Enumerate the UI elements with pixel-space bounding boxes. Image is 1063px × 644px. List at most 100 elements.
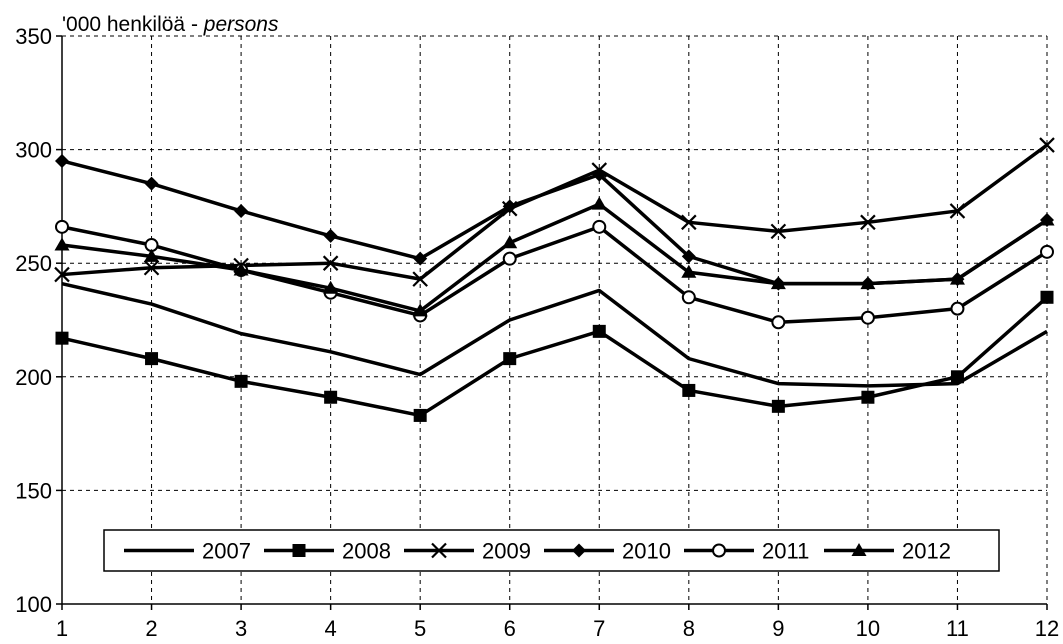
data-point-2009-10 bbox=[860, 214, 876, 231]
data-point-2009-8 bbox=[681, 214, 697, 231]
y-tick-label-200: 200 bbox=[15, 365, 52, 390]
data-point-2012-10 bbox=[860, 276, 876, 290]
data-point-2011-1 bbox=[55, 219, 69, 234]
series-line-2011 bbox=[61, 225, 1048, 325]
data-point-2012-12 bbox=[1039, 212, 1055, 226]
data-point-2008-7 bbox=[592, 324, 606, 338]
data-point-2009-2 bbox=[143, 259, 160, 276]
legend-marker-2010 bbox=[572, 543, 586, 558]
data-point-2010-8 bbox=[681, 249, 696, 264]
data-point-2012-4 bbox=[323, 280, 339, 294]
data-point-2008-9 bbox=[771, 399, 785, 413]
data-point-2012-11 bbox=[949, 271, 965, 285]
y-tick-label-100: 100 bbox=[15, 592, 52, 617]
data-point-2011-12 bbox=[1040, 244, 1054, 259]
x-axis-tick-labels: 1 2 3 4 5 6 7 8 9 10 11 12 bbox=[56, 616, 1059, 641]
legend-label-2009: 2009 bbox=[482, 539, 531, 564]
y-tick-label-300: 300 bbox=[15, 138, 52, 163]
data-point-2008-3 bbox=[234, 374, 248, 388]
data-point-2011-7 bbox=[592, 219, 607, 234]
x-tick-label-10: 10 bbox=[856, 616, 880, 641]
data-point-2011-9 bbox=[771, 315, 786, 330]
series-group bbox=[54, 137, 1055, 422]
data-point-2008-2 bbox=[145, 352, 159, 366]
x-tick-label-7: 7 bbox=[593, 616, 605, 641]
data-point-2012-1 bbox=[54, 237, 70, 251]
legend-label-2011: 2011 bbox=[762, 539, 809, 564]
y-tick-label-250: 250 bbox=[15, 251, 52, 276]
series-line-2007 bbox=[61, 281, 1048, 388]
legend-marker-2008 bbox=[292, 544, 306, 557]
y-tick-label-350: 350 bbox=[15, 24, 52, 49]
data-point-2012-6 bbox=[502, 235, 518, 249]
data-point-2010-1 bbox=[55, 153, 69, 168]
legend-item-2009: 2009 bbox=[404, 539, 531, 564]
data-point-2010-6 bbox=[502, 199, 517, 214]
unit-label-italic-text: persons bbox=[203, 13, 279, 36]
series-2008 bbox=[55, 290, 1054, 422]
unit-label-text: '000 henkilöä - bbox=[62, 13, 204, 36]
data-point-2011-10 bbox=[860, 310, 875, 325]
legend-label-2010: 2010 bbox=[622, 539, 671, 564]
series-2007 bbox=[61, 281, 1048, 388]
legend-marker-2009 bbox=[431, 542, 447, 559]
data-point-2011-6 bbox=[502, 251, 517, 266]
legend: 2007 2008 2009 2010 2011 2012 bbox=[103, 529, 1000, 572]
x-tick-label-12: 12 bbox=[1035, 616, 1059, 641]
x-tick-label-5: 5 bbox=[414, 616, 426, 641]
series-2012 bbox=[54, 196, 1055, 317]
data-point-2008-8 bbox=[682, 383, 696, 397]
data-point-2012-5 bbox=[412, 303, 428, 317]
legend-item-2011: 2011 bbox=[684, 539, 809, 564]
x-tick-label-11: 11 bbox=[946, 616, 969, 641]
data-point-2008-5 bbox=[413, 408, 427, 422]
x-tick-label-2: 2 bbox=[145, 616, 157, 641]
legend-label-2007: 2007 bbox=[202, 539, 251, 564]
data-point-2010-4 bbox=[323, 228, 338, 243]
series-line-2012 bbox=[61, 202, 1048, 313]
data-point-2012-7 bbox=[591, 196, 607, 210]
data-point-2010-2 bbox=[144, 176, 159, 191]
data-point-2009-4 bbox=[322, 255, 339, 271]
data-point-2012-8 bbox=[681, 264, 697, 278]
data-point-2008-6 bbox=[503, 352, 517, 366]
data-point-2009-9 bbox=[770, 223, 787, 240]
data-point-2008-10 bbox=[861, 390, 875, 404]
legend-item-2008: 2008 bbox=[264, 539, 391, 564]
data-point-2009-12 bbox=[1039, 137, 1055, 153]
legend-item-2012: 2012 bbox=[824, 539, 951, 564]
series-line-2009 bbox=[61, 143, 1049, 281]
legend-marker-2012 bbox=[851, 543, 867, 556]
data-point-2011-8 bbox=[681, 290, 696, 305]
data-point-2011-11 bbox=[950, 301, 965, 316]
x-tick-label-6: 6 bbox=[504, 616, 516, 641]
data-point-2008-4 bbox=[324, 390, 338, 404]
legend-marker-2011 bbox=[712, 543, 726, 558]
series-line-2008 bbox=[61, 295, 1049, 418]
series-2011 bbox=[55, 219, 1054, 330]
gridlines bbox=[62, 35, 1048, 604]
data-point-2012-2 bbox=[144, 248, 160, 262]
data-point-2012-3 bbox=[233, 262, 249, 276]
data-point-2009-1 bbox=[54, 266, 70, 283]
data-point-2010-5 bbox=[413, 251, 428, 266]
y-axis-tick-labels: 100 150 200 250 300 350 bbox=[15, 24, 52, 617]
x-tick-label-3: 3 bbox=[235, 616, 247, 641]
data-point-2009-5 bbox=[412, 271, 428, 287]
legend-item-2010: 2010 bbox=[544, 539, 671, 564]
data-point-2010-7 bbox=[592, 167, 607, 182]
data-point-2010-3 bbox=[234, 203, 249, 218]
data-point-2008-1 bbox=[55, 331, 69, 345]
legend-label-2008: 2008 bbox=[342, 539, 391, 564]
legend-label-2012: 2012 bbox=[902, 539, 951, 564]
x-tick-label-9: 9 bbox=[772, 616, 784, 641]
y-tick-label-150: 150 bbox=[15, 478, 52, 503]
x-tick-label-4: 4 bbox=[325, 616, 337, 641]
legend-item-2007: 2007 bbox=[124, 539, 251, 564]
axes bbox=[56, 35, 1048, 610]
data-point-2008-11 bbox=[950, 370, 964, 384]
data-point-2008-12 bbox=[1040, 290, 1054, 304]
y-axis-unit-label: '000 henkilöä - persons bbox=[62, 13, 279, 36]
x-tick-label-1: 1 bbox=[56, 616, 68, 641]
